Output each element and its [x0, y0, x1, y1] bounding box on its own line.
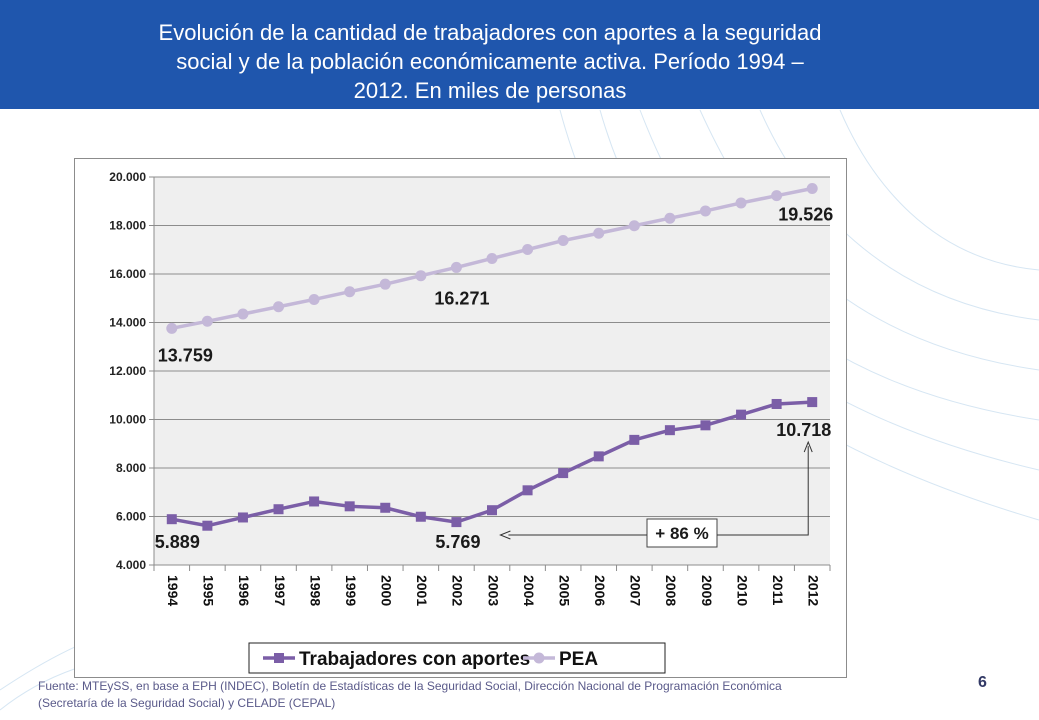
data-point: [379, 278, 391, 290]
data-point: [699, 205, 711, 217]
data-point: [344, 286, 356, 298]
x-tick-label: 1999: [343, 575, 359, 606]
slide-title: Evolución de la cantidad de trabajadores…: [60, 18, 920, 105]
arrowhead: [803, 440, 813, 453]
data-label: 16.271: [434, 288, 489, 308]
data-label: 5.889: [155, 532, 200, 552]
data-point: [771, 190, 783, 202]
data-label: 19.526: [778, 204, 833, 224]
callout-arrow: [717, 446, 809, 536]
title-line-1: Evolución de la cantidad de trabajadores…: [158, 20, 822, 45]
data-point: [558, 468, 569, 479]
x-tick-label: 2005: [556, 575, 572, 606]
data-point: [273, 301, 285, 313]
data-point: [522, 244, 534, 256]
legend-marker: [533, 652, 545, 664]
data-point: [664, 425, 675, 436]
x-tick-label: 1996: [236, 575, 252, 606]
data-point: [806, 182, 818, 194]
x-tick-label: 2003: [485, 575, 501, 606]
legend-label: Trabajadores con aportes: [299, 649, 530, 670]
data-point: [451, 517, 462, 528]
y-tick-label: 6.000: [116, 510, 146, 524]
y-tick-label: 4.000: [116, 558, 146, 572]
y-tick-label: 8.000: [116, 461, 146, 475]
data-point: [735, 197, 747, 209]
data-point: [237, 308, 249, 320]
legend-marker: [274, 653, 284, 663]
data-point: [450, 261, 462, 273]
y-tick-label: 12.000: [109, 364, 146, 378]
data-point: [309, 496, 320, 507]
page-number: 6: [978, 674, 987, 691]
data-point: [344, 501, 355, 512]
data-point: [771, 398, 782, 409]
x-tick-label: 2004: [521, 575, 537, 606]
data-label: 13.759: [158, 345, 213, 365]
data-point: [380, 502, 391, 513]
x-tick-label: 2006: [592, 575, 608, 606]
source-line-1: Fuente: MTEySS, en base a EPH (INDEC), B…: [38, 679, 782, 693]
x-tick-label: 2009: [699, 575, 715, 606]
data-point: [593, 451, 604, 462]
source-note: Fuente: MTEySS, en base a EPH (INDEC), B…: [38, 678, 938, 712]
y-tick-label: 14.000: [109, 316, 146, 330]
data-point: [593, 227, 605, 239]
x-tick-label: 1998: [307, 575, 323, 606]
data-point: [273, 504, 284, 515]
data-point: [807, 397, 818, 408]
x-tick-label: 2001: [414, 575, 430, 606]
data-point: [415, 270, 427, 282]
source-line-2: (Secretaría de la Seguridad Social) y CE…: [38, 696, 336, 710]
header-bar: [0, 0, 1039, 109]
x-tick-label: 1995: [201, 575, 217, 606]
legend-box: [248, 642, 666, 674]
chart-container: 4.000 6.000 8.000 10.000 12.000 14.000 16.000 1…: [74, 158, 847, 678]
legend-label: PEA: [559, 649, 598, 670]
data-point: [629, 434, 640, 445]
data-point: [201, 315, 213, 327]
x-tick-label: 2007: [628, 575, 644, 606]
line-chart: 4.000 6.000 8.000 10.000 12.000 14.000 16.000 1…: [109, 170, 833, 674]
data-point: [664, 212, 676, 224]
data-point: [202, 520, 213, 531]
x-tick-label: 2011: [770, 575, 786, 606]
data-point: [486, 252, 498, 264]
x-tick-label: 1997: [272, 575, 288, 606]
y-tick-label: 16.000: [109, 267, 146, 281]
data-point: [700, 420, 711, 431]
x-tick-label: 1994: [165, 575, 181, 606]
title-line-2: social y de la población económicamente …: [176, 49, 804, 74]
y-tick-label: 10.000: [109, 413, 146, 427]
data-point: [628, 220, 640, 232]
data-label: 5.769: [435, 532, 480, 552]
data-point: [166, 322, 178, 334]
x-tick-label: 2010: [734, 575, 750, 606]
y-tick-label: 20.000: [109, 170, 146, 184]
data-point: [557, 235, 569, 247]
data-point: [415, 511, 426, 522]
data-label: 10.718: [776, 420, 831, 440]
y-tick-label: 18.000: [109, 219, 146, 233]
callout-label: + 86 %: [655, 524, 708, 543]
data-point: [487, 505, 497, 516]
x-tick-label: 2002: [450, 575, 466, 606]
data-point: [237, 512, 248, 523]
data-point: [736, 409, 747, 420]
x-tick-label: 2012: [806, 575, 822, 606]
arrowhead: [499, 530, 511, 540]
title-line-3: 2012. En miles de personas: [353, 78, 627, 103]
data-point: [308, 293, 320, 305]
callout-box: [646, 518, 718, 548]
data-point: [166, 514, 177, 525]
x-tick-label: 2008: [663, 575, 679, 606]
x-tick-label: 2000: [379, 575, 395, 606]
data-point: [522, 485, 533, 496]
